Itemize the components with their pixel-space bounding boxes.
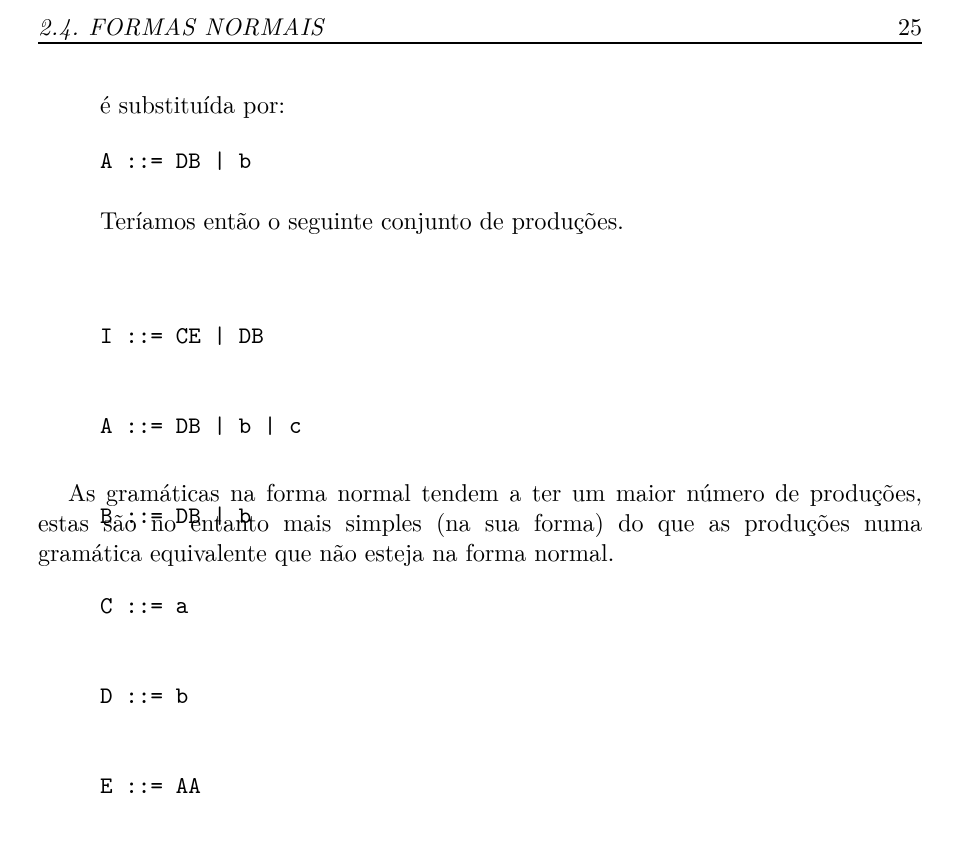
code-line: C ::= a [100,590,302,620]
running-header: 2.4. FORMAS NORMAIS 25 [38,8,922,42]
code-line: I ::= CE | DB [100,320,302,350]
code-line: A ::= DB | b | c [100,410,302,440]
paragraph-3: As gramáticas na forma normal tendem a t… [38,476,922,566]
header-section: 2.4. FORMAS NORMAIS [38,8,324,42]
header-page-number: 25 [898,8,922,42]
header-rule [38,42,922,44]
paragraph-2: Teríamos então o seguinte conjunto de pr… [100,202,624,236]
code-line: E ::= AA [100,770,302,800]
page: 2.4. FORMAS NORMAIS 25 é substituída por… [0,0,960,649]
code-block-1: A ::= DB | b [100,144,251,176]
code-line: D ::= b [100,680,302,710]
intro-text: é substituída por: [100,86,285,120]
